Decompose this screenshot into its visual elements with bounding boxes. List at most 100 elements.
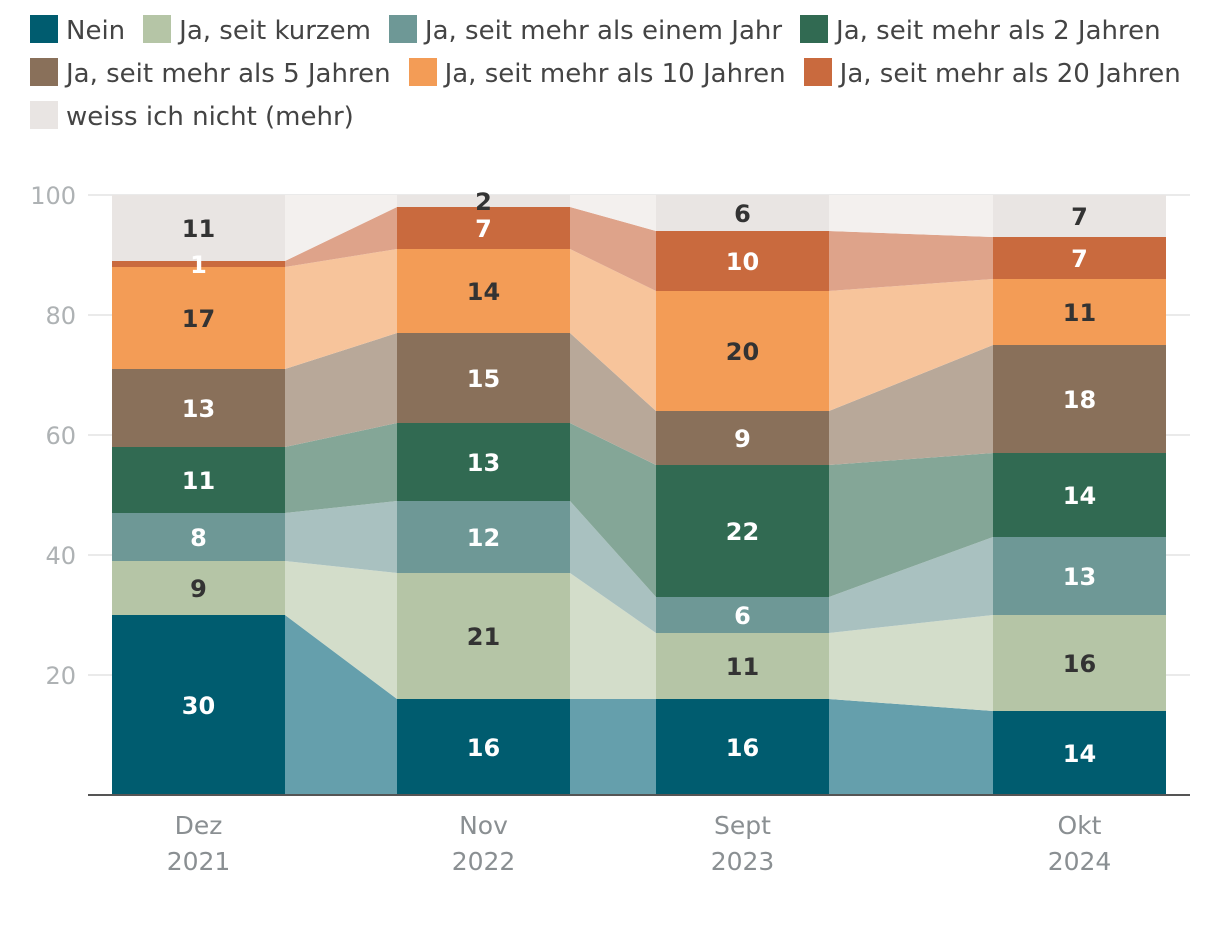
data-label: 12 (467, 524, 500, 552)
data-label: 15 (467, 365, 500, 393)
bar-segment (397, 423, 570, 501)
data-label: 13 (467, 449, 500, 477)
y-tick-label: 40 (45, 542, 76, 570)
data-label: 17 (182, 305, 215, 333)
data-label: 6 (734, 200, 751, 228)
x-tick-label: 2021 (167, 847, 231, 876)
x-tick-label: Dez (175, 811, 223, 840)
connector-ribbon (570, 333, 656, 465)
legend-item: Ja, seit mehr als 5 Jahren (30, 53, 391, 96)
data-label: 13 (182, 395, 215, 423)
data-label: 9 (190, 575, 207, 603)
bar-segment (656, 633, 829, 699)
bar-segment (112, 513, 285, 561)
bar-segment (656, 231, 829, 291)
connector-ribbon (285, 501, 397, 573)
connector-ribbon (829, 195, 993, 237)
y-tick-label: 80 (45, 302, 76, 330)
connector-ribbon (829, 537, 993, 633)
legend-label: Ja, seit mehr als 20 Jahren (839, 59, 1181, 89)
data-label: 22 (726, 518, 759, 546)
data-label: 9 (734, 425, 751, 453)
bar-segment (112, 261, 285, 267)
data-label: 20 (726, 338, 759, 366)
connector-ribbon (570, 207, 656, 291)
bar-segment (993, 711, 1166, 795)
data-label: 14 (467, 278, 500, 306)
bar-segment (993, 279, 1166, 345)
bar-segment (656, 597, 829, 633)
bar-segment (656, 291, 829, 411)
bar-segment (397, 333, 570, 423)
bar-segment (993, 537, 1166, 615)
data-label: 11 (1063, 299, 1096, 327)
bars (112, 195, 1166, 795)
connector-ribbon (570, 573, 656, 699)
connector-ribbon (829, 345, 993, 465)
legend-swatch (388, 15, 417, 43)
bar-segment (993, 195, 1166, 237)
y-axis-ticks: 20 40 60 80 100 (30, 182, 76, 690)
legend-swatch (30, 15, 58, 43)
legend-label: Nein (66, 16, 126, 46)
legend-label: Ja, seit mehr als 10 Jahren (444, 59, 786, 89)
bar-segment (993, 237, 1166, 279)
x-axis-labels: Dez 2021 Nov 2022 Sept 2023 Okt 2024 (167, 811, 1112, 876)
legend-swatch (30, 58, 58, 86)
data-label: 16 (467, 734, 500, 762)
x-tick-label: 2023 (711, 847, 775, 876)
data-label: 11 (182, 215, 215, 243)
y-tick-label: 20 (45, 662, 76, 690)
data-label: 13 (1063, 563, 1096, 591)
connector-ribbon (285, 615, 397, 795)
legend-label: Ja, seit mehr als 2 Jahren (836, 16, 1161, 46)
connector-ribbon (285, 195, 397, 261)
legend-label: weiss ich nicht (mehr) (66, 102, 354, 132)
bar-segment (993, 453, 1166, 537)
data-label: 18 (1063, 386, 1096, 414)
bar-segment (397, 501, 570, 573)
bar-segment (656, 411, 829, 465)
legend-swatch (143, 15, 172, 43)
legend-item: Ja, seit mehr als 10 Jahren (408, 53, 786, 96)
connector-ribbon (285, 333, 397, 447)
connector-ribbon (829, 615, 993, 711)
connector-ribbon (570, 699, 656, 795)
data-label: 6 (734, 602, 751, 630)
legend-item: Nein (30, 10, 125, 53)
data-label: 7 (1071, 245, 1088, 273)
connector-ribbon (570, 195, 656, 231)
bar-segment (112, 561, 285, 615)
bar-segment (397, 573, 570, 699)
legend-item: Ja, seit mehr als 20 Jahren (803, 53, 1181, 96)
data-label: 1 (190, 251, 207, 279)
connector-ribbon (829, 699, 993, 795)
connector-ribbon (570, 249, 656, 411)
bar-segment (656, 195, 829, 231)
bar-segment (112, 447, 285, 513)
legend-swatch (803, 58, 832, 86)
bar-segment (112, 195, 285, 261)
legend-item: Ja, seit mehr als 2 Jahren (800, 10, 1161, 53)
connector-ribbon (285, 423, 397, 513)
connector-ribbon (285, 249, 397, 369)
data-label: 7 (475, 215, 492, 243)
x-tick-label: Sept (714, 811, 771, 840)
data-label: 16 (1063, 650, 1096, 678)
legend: Nein Ja, seit kurzem Ja, seit mehr als ein… (30, 10, 1205, 139)
connector-ribbon (829, 279, 993, 411)
bar-segment (112, 369, 285, 447)
data-label: 14 (1063, 740, 1096, 768)
data-label: 14 (1063, 482, 1096, 510)
connector-ribbon (570, 501, 656, 633)
bar-segment (397, 249, 570, 333)
bar-segment (112, 615, 285, 795)
value-labels: 3098111317111162112131514721611622920106… (182, 188, 1096, 768)
data-label: 2 (475, 188, 492, 216)
data-label: 11 (182, 467, 215, 495)
bar-segment (112, 267, 285, 369)
bar-segment (656, 465, 829, 597)
connector-ribbon (829, 453, 993, 597)
y-tick-label: 100 (30, 182, 76, 210)
